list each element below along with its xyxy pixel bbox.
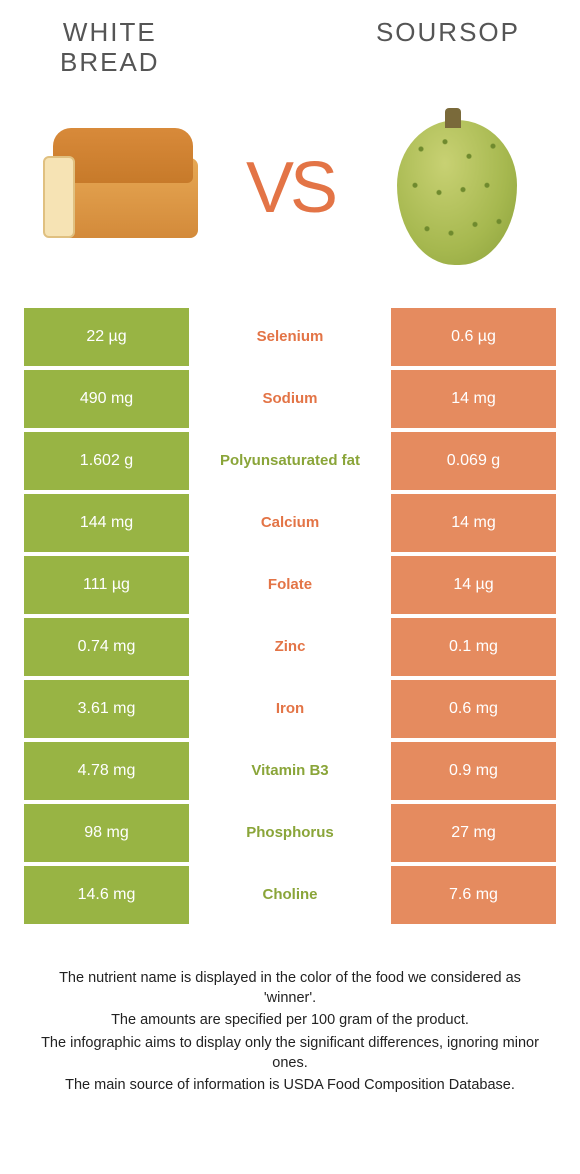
nutrient-name-cell: Phosphorus [189, 804, 391, 862]
table-row: 490 mgSodium14 mg [24, 370, 556, 428]
footnote-line: The amounts are specified per 100 gram o… [40, 1010, 540, 1030]
left-value-cell: 490 mg [24, 370, 189, 428]
nutrient-name-cell: Sodium [189, 370, 391, 428]
table-row: 4.78 mgVitamin B30.9 mg [24, 742, 556, 800]
table-row: 0.74 mgZinc0.1 mg [24, 618, 556, 676]
left-value-cell: 22 µg [24, 308, 189, 366]
soursop-icon [375, 105, 540, 270]
right-value-cell: 7.6 mg [391, 866, 556, 924]
nutrient-name-cell: Choline [189, 866, 391, 924]
right-value-cell: 0.9 mg [391, 742, 556, 800]
right-value-cell: 14 mg [391, 494, 556, 552]
left-value-cell: 0.74 mg [24, 618, 189, 676]
footnotes: The nutrient name is displayed in the co… [0, 928, 580, 1096]
left-value-cell: 98 mg [24, 804, 189, 862]
table-row: 98 mgPhosphorus27 mg [24, 804, 556, 862]
footnote-line: The infographic aims to display only the… [40, 1033, 540, 1074]
table-row: 111 µgFolate14 µg [24, 556, 556, 614]
table-row: 3.61 mgIron0.6 mg [24, 680, 556, 738]
nutrient-name-cell: Zinc [189, 618, 391, 676]
nutrient-name-cell: Selenium [189, 308, 391, 366]
left-value-cell: 111 µg [24, 556, 189, 614]
right-value-cell: 27 mg [391, 804, 556, 862]
left-value-cell: 3.61 mg [24, 680, 189, 738]
bread-icon [40, 105, 205, 270]
right-value-cell: 0.1 mg [391, 618, 556, 676]
vs-label: VS [246, 147, 334, 229]
left-value-cell: 14.6 mg [24, 866, 189, 924]
nutrient-table: 22 µgSelenium0.6 µg490 mgSodium14 mg1.60… [0, 308, 580, 924]
header: WHITE BREAD SOURSOP [0, 0, 580, 78]
table-row: 14.6 mgCholine7.6 mg [24, 866, 556, 924]
right-value-cell: 0.6 µg [391, 308, 556, 366]
right-value-cell: 0.069 g [391, 432, 556, 490]
table-row: 1.602 gPolyunsaturated fat0.069 g [24, 432, 556, 490]
left-food-title: WHITE BREAD [60, 18, 160, 78]
footnote-line: The nutrient name is displayed in the co… [40, 968, 540, 1009]
right-value-cell: 0.6 mg [391, 680, 556, 738]
left-value-cell: 1.602 g [24, 432, 189, 490]
nutrient-name-cell: Folate [189, 556, 391, 614]
right-value-cell: 14 mg [391, 370, 556, 428]
nutrient-name-cell: Polyunsaturated fat [189, 432, 391, 490]
table-row: 22 µgSelenium0.6 µg [24, 308, 556, 366]
footnote-line: The main source of information is USDA F… [40, 1075, 540, 1095]
nutrient-name-cell: Iron [189, 680, 391, 738]
right-food-title: SOURSOP [376, 18, 520, 48]
nutrient-name-cell: Calcium [189, 494, 391, 552]
right-value-cell: 14 µg [391, 556, 556, 614]
left-value-cell: 4.78 mg [24, 742, 189, 800]
left-value-cell: 144 mg [24, 494, 189, 552]
table-row: 144 mgCalcium14 mg [24, 494, 556, 552]
images-row: VS [0, 78, 580, 308]
nutrient-name-cell: Vitamin B3 [189, 742, 391, 800]
